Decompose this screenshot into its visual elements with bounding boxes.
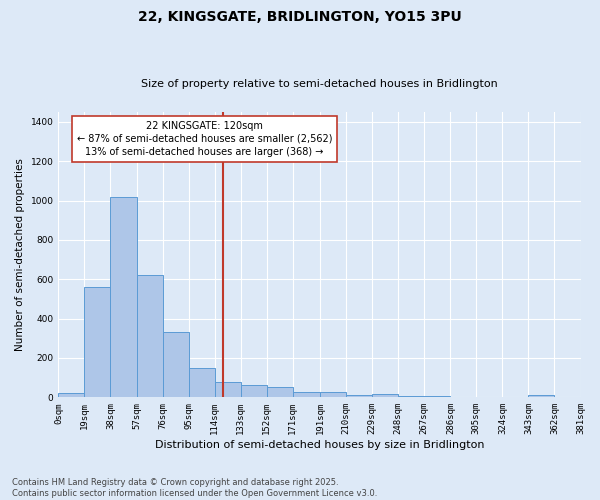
- Bar: [398, 396, 424, 398]
- Title: Size of property relative to semi-detached houses in Bridlington: Size of property relative to semi-detach…: [141, 79, 498, 89]
- Bar: [320, 392, 346, 398]
- Bar: [137, 276, 163, 398]
- Bar: [215, 382, 241, 398]
- Bar: [346, 396, 372, 398]
- Bar: [241, 384, 267, 398]
- Text: Contains HM Land Registry data © Crown copyright and database right 2025.
Contai: Contains HM Land Registry data © Crown c…: [12, 478, 377, 498]
- Text: 22, KINGSGATE, BRIDLINGTON, YO15 3PU: 22, KINGSGATE, BRIDLINGTON, YO15 3PU: [138, 10, 462, 24]
- Bar: [110, 196, 137, 398]
- Text: 22 KINGSGATE: 120sqm
← 87% of semi-detached houses are smaller (2,562)
13% of se: 22 KINGSGATE: 120sqm ← 87% of semi-detac…: [77, 120, 332, 157]
- X-axis label: Distribution of semi-detached houses by size in Bridlington: Distribution of semi-detached houses by …: [155, 440, 484, 450]
- Bar: [85, 287, 110, 398]
- Y-axis label: Number of semi-detached properties: Number of semi-detached properties: [15, 158, 25, 351]
- Bar: [293, 392, 320, 398]
- Bar: [372, 394, 398, 398]
- Bar: [529, 396, 554, 398]
- Bar: [424, 396, 451, 398]
- Bar: [58, 394, 85, 398]
- Bar: [163, 332, 188, 398]
- Bar: [188, 368, 215, 398]
- Bar: [267, 388, 293, 398]
